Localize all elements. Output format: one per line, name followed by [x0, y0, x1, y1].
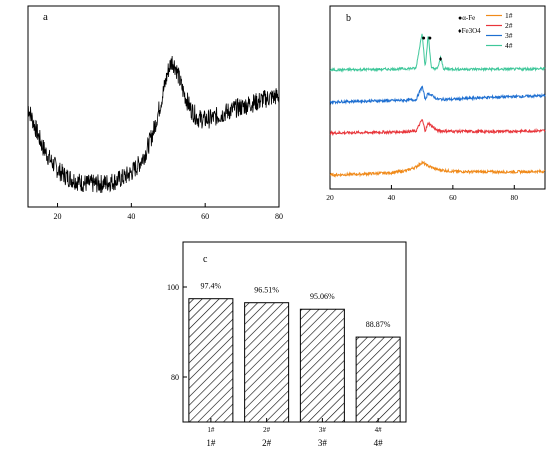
panel-c-bars: 97.4% 1# 1# 96.51% 2# 2# 95.06% 3# 3# 88.87% 4# 4# [188, 282, 401, 448]
panel-b-peak-marker: ● [428, 34, 432, 42]
panel-c-bar [299, 308, 345, 423]
panel-b-peak-markers: ● ● ♦ [422, 34, 443, 63]
panel-c-bar-value-label: 95.06% [310, 292, 335, 301]
panel-b-peak-marker: ● [422, 34, 426, 42]
panel-b-legend-label: 2# [505, 21, 513, 30]
panel-c-x-tick-label: 1# [207, 426, 215, 434]
panel-a-x-tick-label: 40 [127, 212, 135, 221]
panel-c-category-label: 1# [206, 438, 216, 448]
panel-a: a 20 40 60 80 [27, 5, 283, 221]
panel-b-series-line [329, 160, 546, 178]
panel-a-letter: a [43, 11, 48, 23]
panel-a-x-tick-label: 60 [201, 212, 209, 221]
panel-b-x-tick-label: 80 [511, 193, 519, 202]
panel-a-frame [27, 5, 280, 208]
panel-a-x-tick-label: 80 [275, 212, 283, 221]
panel-b-legend-label: 4# [505, 41, 513, 50]
panel-c-y-tick-label: 100 [167, 283, 179, 292]
panel-b: b 20 40 60 80 ● ● ♦ ●α-Fe ♦Fe3O4 1#2#3#4# [326, 5, 546, 202]
panel-b-x-tick-label: 60 [449, 193, 457, 202]
panel-b-letter: b [346, 13, 351, 24]
panel-c-letter: c [203, 254, 208, 265]
panel-a-x-ticks: 20 40 60 80 [54, 203, 283, 221]
panel-c-bar-value-label: 97.4% [201, 282, 222, 291]
panel-b-legend-label: 1# [505, 11, 513, 20]
panel-c: c 80 100 97.4% 1# 1# 96.51% 2# 2# 95.06% 3# 3# 88.… [167, 241, 407, 448]
panel-b-x-ticks: 20 40 60 80 [326, 185, 518, 202]
panel-b-series [329, 33, 546, 178]
panel-b-legend: ●α-Fe ♦Fe3O4 1#2#3#4# [458, 11, 513, 50]
panel-a-x-tick-label: 20 [54, 212, 62, 221]
panel-c-category-label: 2# [262, 438, 272, 448]
panel-c-frame [182, 241, 407, 423]
panel-c-category-label: 3# [318, 438, 328, 448]
panel-b-peak-marker: ♦ [439, 55, 443, 63]
panel-b-series-line [329, 118, 546, 137]
panel-c-y-ticks: 80 100 [167, 283, 187, 382]
panel-c-y-tick-label: 80 [171, 373, 179, 382]
panel-c-bar [244, 302, 290, 423]
panel-b-legend-label: 3# [505, 31, 513, 40]
panel-b-legend-marker: ♦Fe3O4 [458, 27, 481, 35]
panel-c-x-tick-label: 2# [263, 426, 271, 434]
panel-c-bar [355, 336, 401, 423]
panel-b-x-tick-label: 20 [326, 193, 334, 202]
panel-a-series-line [27, 55, 280, 194]
panel-c-bar [188, 298, 234, 423]
panel-c-bar-value-label: 96.51% [254, 286, 279, 295]
panel-b-x-tick-label: 40 [388, 193, 396, 202]
panel-c-x-tick-label: 4# [375, 426, 383, 434]
panel-c-x-tick-label: 3# [319, 426, 327, 434]
panel-c-category-label: 4# [374, 438, 384, 448]
panel-b-frame [329, 5, 546, 190]
panel-a-series [27, 55, 280, 194]
panel-b-series-line [329, 33, 546, 73]
panel-c-bar-value-label: 88.87% [366, 320, 391, 329]
panel-b-series-line [329, 85, 546, 106]
panel-b-legend-marker: ●α-Fe [458, 14, 475, 22]
